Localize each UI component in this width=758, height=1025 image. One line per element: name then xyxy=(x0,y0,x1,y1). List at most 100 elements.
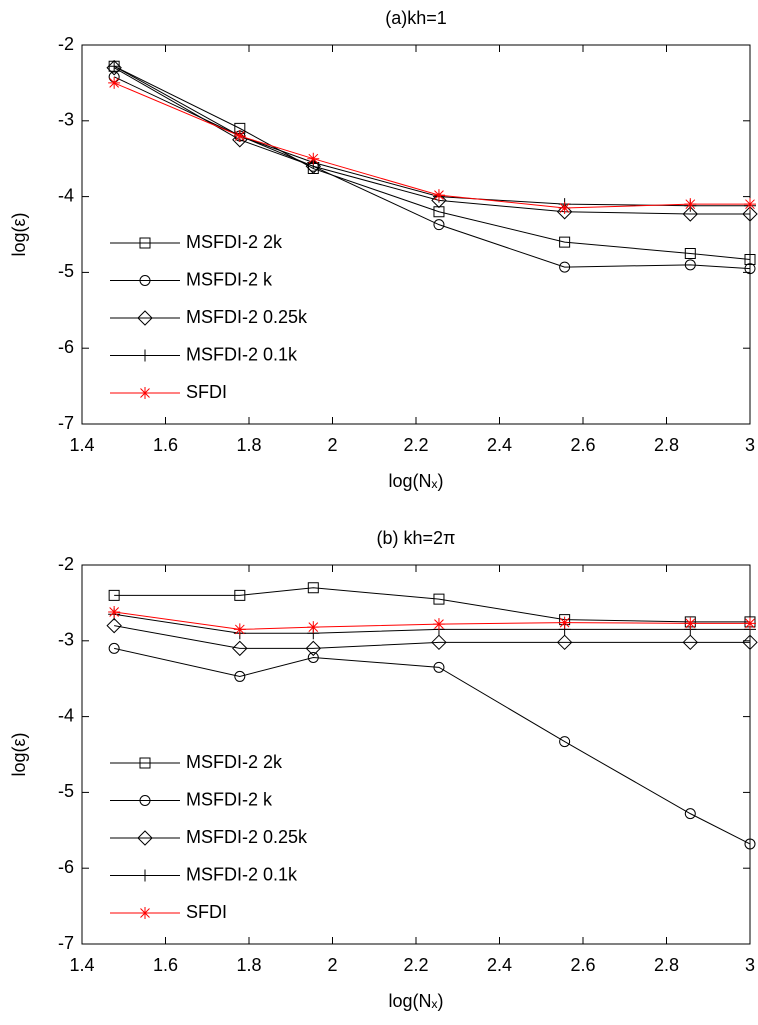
y-tick-label: -7 xyxy=(58,413,74,433)
marker xyxy=(431,192,447,209)
marker xyxy=(432,618,445,631)
y-tick-label: -2 xyxy=(58,34,74,54)
marker xyxy=(558,616,571,629)
marker xyxy=(432,189,445,202)
chart-title: (b) kh=2π xyxy=(377,528,456,548)
series-line xyxy=(114,647,751,845)
y-axis-label: log(ε) xyxy=(9,732,29,776)
plot-area xyxy=(81,564,751,945)
marker xyxy=(431,634,447,651)
x-tick-label: 1.6 xyxy=(153,435,178,455)
marker xyxy=(433,219,445,231)
series-line xyxy=(114,625,750,649)
y-tick-label: -2 xyxy=(58,554,74,574)
legend-label: MSFDI-2 k xyxy=(186,269,273,289)
marker xyxy=(684,617,697,630)
x-tick-label: 1.8 xyxy=(236,435,261,455)
y-tick-label: -7 xyxy=(58,933,74,953)
x-tick-label: 3 xyxy=(745,435,755,455)
legend-symbol xyxy=(139,869,151,882)
y-tick-label: -4 xyxy=(58,705,74,725)
legend-label: MSFDI-2 0.1k xyxy=(186,864,298,884)
marker xyxy=(559,614,571,626)
x-tick-label: 3 xyxy=(745,955,755,975)
legend-symbol xyxy=(139,237,151,249)
x-tick-label: 1.8 xyxy=(236,955,261,975)
x-tick-label: 2 xyxy=(327,955,337,975)
y-tick-label: -3 xyxy=(58,630,74,650)
marker xyxy=(108,589,120,601)
marker xyxy=(559,736,571,748)
legend-symbol xyxy=(139,795,151,806)
x-tick-label: 1.4 xyxy=(69,955,94,975)
marker xyxy=(232,640,248,657)
x-tick-label: 2.2 xyxy=(403,955,428,975)
x-tick-label: 2 xyxy=(327,435,337,455)
marker xyxy=(433,206,445,218)
marker xyxy=(742,634,758,651)
legend-symbol xyxy=(137,310,153,326)
marker xyxy=(684,198,697,211)
marker xyxy=(108,642,120,654)
marker xyxy=(108,60,121,73)
x-tick-label: 1.4 xyxy=(69,435,94,455)
legend-label: MSFDI-2 0.1k xyxy=(186,344,298,364)
marker xyxy=(684,247,696,259)
legend-label: MSFDI-2 0.25k xyxy=(186,827,308,847)
legend-symbol xyxy=(139,349,151,362)
x-tick-label: 2.4 xyxy=(487,435,512,455)
marker xyxy=(307,621,320,634)
marker xyxy=(234,122,246,134)
legend-label: SFDI xyxy=(186,382,227,402)
legend-label: MSFDI-2 0.25k xyxy=(186,307,308,327)
y-tick-label: -6 xyxy=(58,857,74,877)
marker xyxy=(433,661,445,673)
marker xyxy=(684,808,696,820)
marker xyxy=(559,261,571,273)
chart-title: (a)kh=1 xyxy=(385,8,447,28)
marker xyxy=(233,623,246,636)
x-tick-label: 2.8 xyxy=(654,955,679,975)
x-tick-label: 2.6 xyxy=(570,955,595,975)
x-axis-label: log(Nₓ) xyxy=(389,471,444,491)
marker xyxy=(744,254,756,266)
marker xyxy=(307,651,319,663)
marker xyxy=(305,640,322,657)
marker xyxy=(558,201,571,214)
marker xyxy=(744,263,756,275)
plot-area xyxy=(81,44,751,425)
series-line xyxy=(113,65,751,261)
y-tick-label: -4 xyxy=(58,185,74,205)
marker xyxy=(684,259,696,271)
x-tick-label: 2.2 xyxy=(403,435,428,455)
legend-symbol xyxy=(139,275,151,286)
legend-label: MSFDI-2 2k xyxy=(186,232,283,252)
y-tick-label: -5 xyxy=(58,781,74,801)
marker xyxy=(108,60,120,72)
marker xyxy=(744,198,756,211)
marker xyxy=(106,617,122,634)
marker xyxy=(682,206,699,222)
y-tick-label: -3 xyxy=(58,110,74,130)
marker xyxy=(556,204,573,220)
marker xyxy=(108,605,121,618)
marker xyxy=(307,152,320,165)
legend-symbol xyxy=(139,907,151,919)
marker xyxy=(559,236,571,248)
x-axis-label: log(Nₓ) xyxy=(389,991,444,1011)
y-tick-label: -6 xyxy=(58,337,74,357)
marker xyxy=(233,129,246,142)
marker xyxy=(108,76,121,89)
legend-label: MSFDI-2 2k xyxy=(186,752,283,772)
marker xyxy=(744,617,756,630)
marker xyxy=(106,60,122,76)
legend-symbol xyxy=(139,757,151,769)
x-tick-label: 2.4 xyxy=(487,955,512,975)
marker xyxy=(744,838,756,850)
legend-label: SFDI xyxy=(186,902,227,922)
y-tick-label: -5 xyxy=(58,261,74,281)
legend-symbol xyxy=(139,387,151,399)
marker xyxy=(307,582,319,594)
marker xyxy=(234,670,246,682)
